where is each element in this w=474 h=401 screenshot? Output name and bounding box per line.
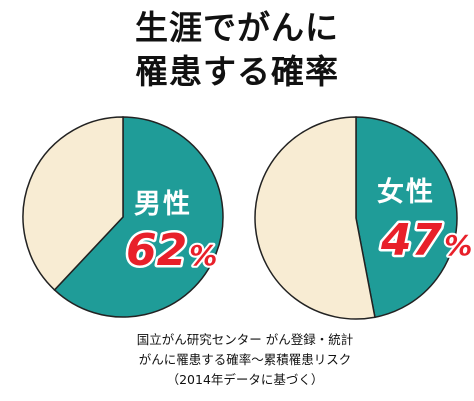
male-percent-label: 62% [126,225,217,276]
source-note: 国立がん研究センター がん登録・統計 がんに罹患する確率～累積罹患リスク （20… [125,330,365,390]
title-line-1: 生涯でがんに [135,8,339,47]
source-line-2: がんに罹患する確率～累積罹患リスク [138,352,352,367]
female-slice-affected [355,116,458,319]
pie-chart-male [22,116,224,318]
chart-title: 生涯でがんに 罹患する確率 [0,6,474,94]
female-percent-label: 47% [380,215,472,266]
male-label: 男性 [134,189,192,220]
male-percent-unit: % [189,239,217,272]
male-percent-value: 62 [126,225,187,276]
female-slice-not-affected [254,116,376,320]
female-percent-value: 47 [380,215,443,266]
male-slice-not-affected [22,116,124,291]
title-line-2: 罹患する確率 [135,52,339,91]
female-label: 女性 [377,176,435,208]
source-line-3: （2014年データに基づく） [166,372,324,387]
pie-chart-female [254,116,458,320]
male-slice-affected [53,116,224,318]
source-line-1: 国立がん研究センター がん登録・統計 [136,332,354,347]
female-percent-unit: % [444,229,472,262]
